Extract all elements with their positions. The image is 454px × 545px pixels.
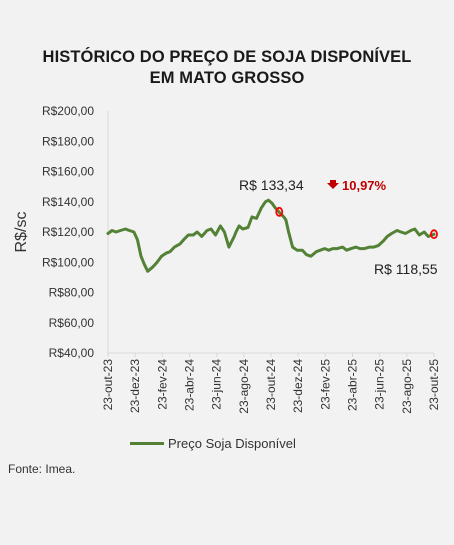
y-tick-label: R$120,00 xyxy=(42,225,94,239)
x-tick-label: 23-dez-23 xyxy=(128,359,142,413)
x-tick-label: 23-fev-24 xyxy=(155,359,169,410)
x-tick-label: 23-out-25 xyxy=(427,359,441,411)
annotation-current-price: R$ 118,55 xyxy=(374,261,438,277)
y-tick-label: R$100,00 xyxy=(42,255,94,269)
chart-title-line-1: HISTÓRICO DO PREÇO DE SOJA DISPONÍVEL xyxy=(42,48,412,66)
legend: Preço Soja Disponível xyxy=(130,433,296,453)
source-note: Fonte: Imea. xyxy=(8,462,76,476)
chart-title: HISTÓRICO DO PREÇO DE SOJA DISPONÍVEL EM… xyxy=(0,47,454,89)
y-tick-label: R$140,00 xyxy=(42,195,94,209)
x-tick-label: 23-dez-24 xyxy=(291,359,305,413)
x-tick-label: 23-out-24 xyxy=(264,359,278,411)
legend-label: Preço Soja Disponível xyxy=(168,435,296,451)
x-tick-label: 23-out-23 xyxy=(101,359,115,411)
chart-title-line-2: EM MATO GROSSO xyxy=(149,69,305,87)
x-tick-label: 23-abr-24 xyxy=(183,359,197,411)
x-tick-label: 23-abr-25 xyxy=(346,359,360,411)
y-tick-label: R$60,00 xyxy=(49,316,95,330)
marker-current xyxy=(430,229,438,240)
marker-previous xyxy=(275,206,284,217)
y-axis-title: R$/sc xyxy=(13,212,30,253)
x-tick-label: 23-jun-24 xyxy=(210,359,224,410)
y-tick-label: R$40,00 xyxy=(49,346,95,360)
down-arrow-icon xyxy=(327,180,339,189)
x-tick-label: 23-fev-25 xyxy=(318,359,332,410)
y-tick-label: R$80,00 xyxy=(49,286,95,300)
y-tick-label: R$200,00 xyxy=(42,104,94,118)
annotation-percent-change: 10,97% xyxy=(342,178,387,193)
x-tick-label: 23-ago-25 xyxy=(400,359,414,414)
x-tick-label: 23-ago-24 xyxy=(237,359,251,414)
y-tick-label: R$160,00 xyxy=(42,165,94,179)
legend-swatch xyxy=(130,441,164,445)
annotation-previous-price: R$ 133,34 xyxy=(239,177,304,193)
x-tick-label: 23-jun-25 xyxy=(373,359,387,410)
y-tick-label: R$180,00 xyxy=(42,134,94,148)
price-series-line xyxy=(106,198,436,273)
